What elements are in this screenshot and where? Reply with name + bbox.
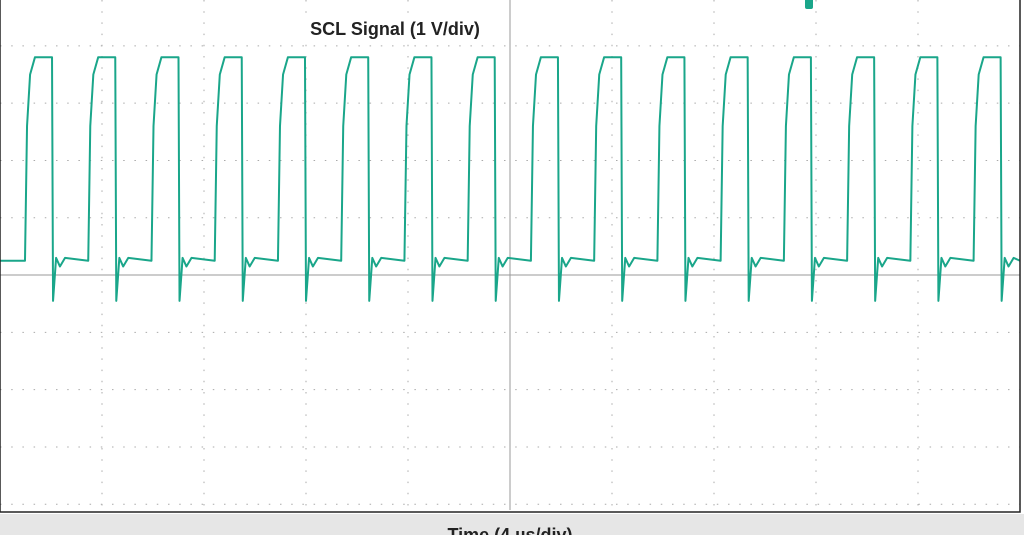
title-box	[290, 15, 500, 42]
grid	[0, 0, 1021, 510]
frame	[0, 0, 1021, 513]
trigger-marker	[805, 0, 813, 9]
x-axis-label: Time (4 µs/div)	[447, 525, 572, 535]
trace	[0, 56, 1021, 302]
footer-bar	[0, 514, 1024, 535]
plot	[0, 56, 1021, 302]
chart-title: SCL Signal (1 V/div)	[310, 19, 480, 39]
